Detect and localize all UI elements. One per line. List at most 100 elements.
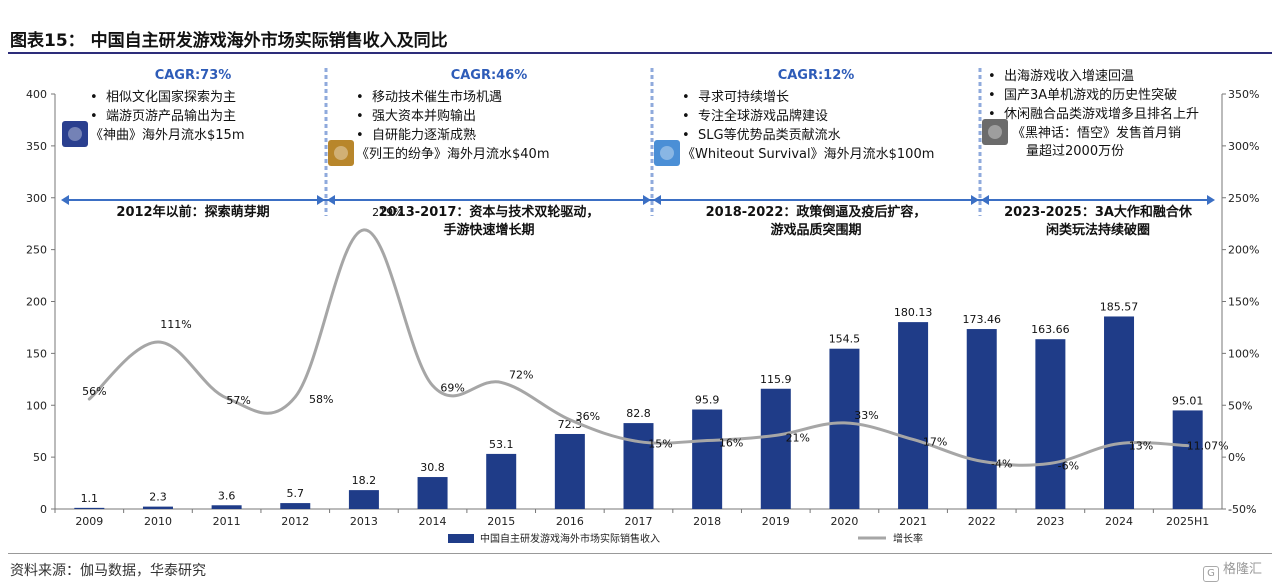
revenue-bar-label: 95.9 [695, 394, 720, 407]
phase-bullet: 强大资本并购输出 [372, 108, 476, 124]
arrow-head-right [643, 195, 651, 205]
phase-bullet-dot: • [356, 128, 364, 143]
arrow-head-left [61, 195, 69, 205]
watermark-logo-icon: G [1202, 566, 1219, 582]
revenue-bar-label: 173.46 [962, 313, 1001, 326]
growth-rate-label: 15% [648, 438, 672, 451]
bar-series: 1.1 2.3 3.6 5.718.230.853.172.382.895.9115.… [74, 300, 1203, 509]
revenue-bar [142, 506, 173, 509]
x-tick-label: 2024 [1105, 515, 1133, 528]
phase-bullet-dot: • [682, 128, 690, 143]
right-tick-label: 100% [1228, 347, 1259, 360]
phase-bullet-dot: • [356, 109, 364, 124]
growth-rate-label: 13% [1129, 440, 1153, 453]
legend-label-revenue: 中国自主研发游戏海外市场实际销售收入 [480, 532, 660, 545]
phase-bullet-dot: • [682, 90, 690, 105]
x-tick-label: 2025H1 [1166, 515, 1209, 528]
revenue-bar [74, 507, 105, 509]
phase-bullet: 国产3A单机游戏的历史性突破 [1004, 87, 1177, 103]
revenue-bar-label: 82.8 [626, 407, 651, 420]
phase-example: 《神曲》海外月流水$15m [90, 128, 244, 143]
growth-rate-label: 69% [440, 382, 464, 395]
game-cover-icon [328, 140, 354, 166]
growth-rate-label: 36% [576, 410, 600, 423]
phase-block-2: CAGR:46% • 移动技术催生市场机遇 • 强大资本并购输出 • 自研能力逐渐成熟《列王… [328, 68, 599, 238]
growth-rate-label: 72% [509, 368, 533, 381]
phase-bullet-dot: • [988, 107, 996, 122]
revenue-bar [554, 433, 585, 509]
game-cover-icon-detail [68, 127, 82, 141]
game-cover-icon [982, 119, 1008, 145]
phase-bullet: SLG等优势品类贡献流水 [698, 127, 841, 143]
x-tick-label: 2016 [556, 515, 584, 528]
chart-title: 图表15： 中国自主研发游戏海外市场实际销售收入及同比 [10, 31, 448, 51]
phase-label: 2013-2017：资本与技术双轮驱动， [379, 204, 600, 220]
phase-block-3: CAGR:12% • 寻求可持续增长 • 专注全球游戏品牌建设 • SLG等优势品类贡献流水… [654, 68, 934, 238]
revenue-bar-label: 95.01 [1172, 394, 1204, 407]
revenue-bar [211, 505, 242, 509]
revenue-bar-label: 3.6 [218, 489, 236, 502]
left-tick-label: 350 [26, 140, 47, 153]
phase-block-4: • 出海游戏收入增速回温 • 国产3A单机游戏的历史性突破 • 休闲融合品类游戏增多且排名… [982, 69, 1199, 238]
x-tick-label: 2018 [693, 515, 721, 528]
growth-rate-label: 11.07% [1187, 440, 1229, 453]
revenue-bar [348, 490, 379, 509]
revenue-bar [829, 348, 860, 509]
left-tick-label: 50 [33, 451, 47, 464]
growth-rate-label: 17% [923, 435, 947, 448]
phase-label: 2012年以前：探索萌芽期 [116, 204, 269, 220]
phase-bullet: 移动技术催生市场机遇 [372, 89, 502, 105]
arrow-head-right [317, 195, 325, 205]
x-tick-label: 2019 [762, 515, 790, 528]
growth-rate-label: 57% [226, 394, 250, 407]
arrow-head-left [653, 195, 661, 205]
revenue-bar-label: 5.7 [287, 487, 305, 500]
game-cover-icon-detail [988, 125, 1002, 139]
right-tick-label: -50% [1228, 503, 1256, 516]
game-cover-icon [654, 140, 680, 166]
right-tick-label: 50% [1228, 399, 1252, 412]
revenue-bar-label: 180.13 [894, 306, 933, 319]
revenue-bar [417, 477, 448, 509]
growth-rate-label: -6% [1058, 459, 1079, 472]
left-tick-label: 100 [26, 399, 47, 412]
phase-example: 《列王的纷争》海外月流水$40m [356, 146, 549, 162]
growth-rate-label: 58% [309, 393, 333, 406]
phase-bullet-dot: • [90, 90, 98, 105]
revenue-bar-label: 2.3 [149, 491, 167, 504]
phase-example-line: 《黑神话：悟空》发售首月销 [1012, 125, 1181, 141]
growth-rate-line [87, 228, 1190, 467]
phase-bullet-dot: • [988, 69, 996, 84]
phase-bullet: 休闲融合品类游戏增多且排名上升 [1004, 106, 1199, 122]
phase-bullet: 寻求可持续增长 [698, 90, 789, 105]
revenue-bar-label: 154.5 [829, 333, 861, 346]
right-tick-label: 350% [1228, 88, 1259, 101]
left-tick-label: 0 [40, 503, 47, 516]
x-tick-label: 2009 [75, 515, 103, 528]
right-tick-label: 0% [1228, 451, 1245, 464]
phase-bullet: 自研能力逐渐成熟 [372, 127, 476, 143]
phase-example: 《Whiteout Survival》海外月流水$100m [682, 147, 934, 162]
x-tick-label: 2022 [968, 515, 996, 528]
chart: 0 50 100 150 200 250 300 350 400 -50% 0% 50% 100% 150… [26, 68, 1259, 545]
phase-label: 2018-2022：政策倒逼及疫后扩容， [706, 204, 927, 220]
right-tick-label: 300% [1228, 140, 1259, 153]
growth-rate-label: 219% [372, 206, 403, 219]
x-tick-label: 2020 [830, 515, 858, 528]
watermark: G 格隆汇 [1202, 558, 1262, 582]
phase-label: 手游快速增长期 [443, 222, 534, 238]
legend: 中国自主研发游戏海外市场实际销售收入 增长率 [448, 532, 923, 545]
game-cover-icon-detail [334, 146, 348, 160]
revenue-bar [1172, 410, 1203, 509]
game-cover-icon-detail [660, 146, 674, 160]
growth-rate-label: 56% [82, 385, 106, 398]
phase-label: 闲类玩法持续破圈 [1046, 222, 1150, 238]
game-cover-icon [62, 121, 88, 147]
revenue-bar-label: 30.8 [420, 461, 445, 474]
x-tick-label: 2017 [625, 515, 653, 528]
phase-label: 游戏品质突围期 [770, 222, 861, 238]
watermark-text: 格隆汇 [1222, 562, 1262, 577]
revenue-bar [1035, 339, 1066, 509]
phase-bullet-dot: • [988, 88, 996, 103]
left-tick-label: 150 [26, 347, 47, 360]
